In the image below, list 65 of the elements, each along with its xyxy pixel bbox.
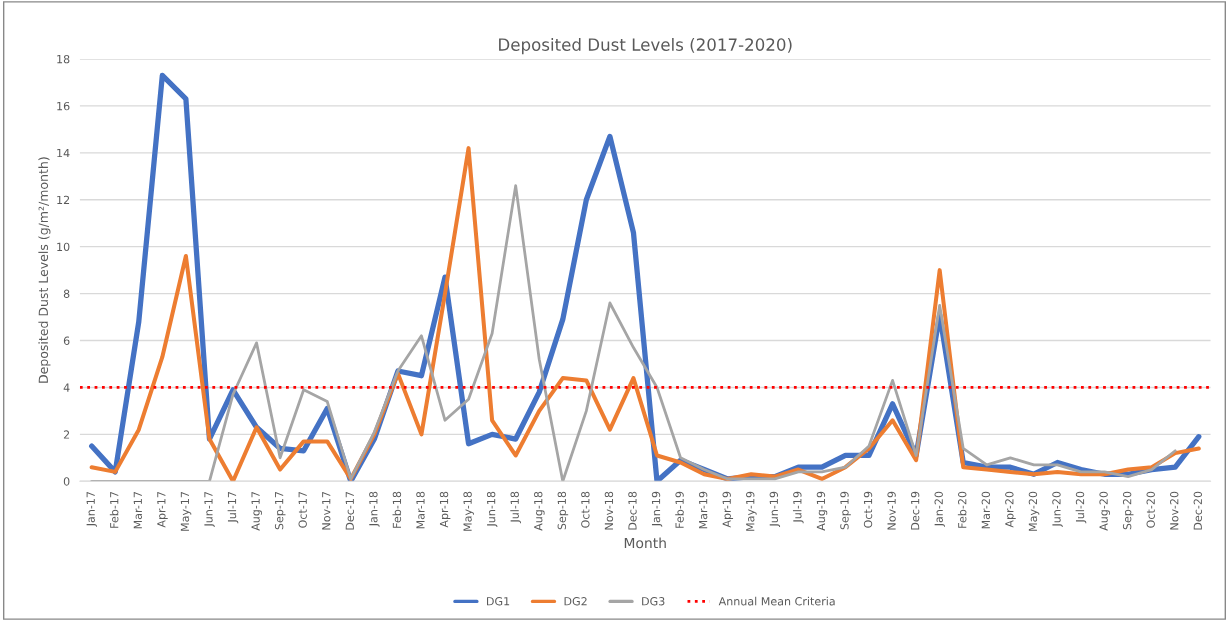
x-tick-label: Oct-19 xyxy=(863,491,873,528)
y-tick-label: 2 xyxy=(63,430,70,439)
x-tick-label: Apr-20 xyxy=(1005,491,1016,528)
x-tick-label: Oct-17 xyxy=(298,491,307,528)
x-tick-label: Apr-17 xyxy=(157,491,168,528)
x-tick-label: Aug-20 xyxy=(1099,491,1110,531)
legend-label: Annual Mean Criteria xyxy=(718,596,835,606)
x-tick-label: Sep-19 xyxy=(840,491,851,530)
x-tick-label: Dec-19 xyxy=(910,491,920,530)
x-tick-label: May-20 xyxy=(1028,491,1040,531)
x-tick-label: Feb-20 xyxy=(957,491,967,528)
x-tick-label: Nov-17 xyxy=(322,491,331,530)
x-tick-label: Feb-17 xyxy=(109,491,119,528)
chart-title: Deposited Dust Levels (2017-2020) xyxy=(499,38,792,55)
y-tick-label: 12 xyxy=(57,195,70,204)
x-tick-label: Jan-19 xyxy=(651,491,663,527)
y-axis-title: Deposited Dust Levels (g/m²/month) xyxy=(38,157,51,383)
x-tick-label: Apr-18 xyxy=(439,491,451,528)
x-tick-label: May-17 xyxy=(180,491,192,531)
x-tick-label: Jun-20 xyxy=(1052,491,1063,528)
x-tick-label: Dec-18 xyxy=(628,491,637,530)
x-tick-label: Feb-19 xyxy=(675,491,684,528)
x-tick-label: Jan-17 xyxy=(86,491,97,527)
x-tick-label: Oct-18 xyxy=(581,491,590,528)
y-tick-label: 16 xyxy=(57,101,70,111)
x-tick-label: Dec-20 xyxy=(1193,491,1203,530)
legend-label: DG3 xyxy=(642,597,665,606)
x-tick-label: Jan-20 xyxy=(934,491,945,527)
x-tick-label: Mar-20 xyxy=(981,491,991,529)
x-tick-label: Mar-19 xyxy=(698,491,708,529)
x-tick-label: Jun-18 xyxy=(486,491,498,528)
y-tick-label: 6 xyxy=(63,336,70,345)
x-tick-label: Jul-19 xyxy=(792,491,804,524)
x-tick-label: Aug-18 xyxy=(534,491,545,531)
x-tick-label: Dec-17 xyxy=(345,491,354,530)
x-tick-label: Oct-20 xyxy=(1146,491,1155,528)
x-tick-label: Jan-18 xyxy=(369,491,380,527)
x-tick-label: Nov-18 xyxy=(604,491,614,530)
x-tick-label: Nov-19 xyxy=(887,491,896,530)
x-tick-label: Aug-17 xyxy=(251,491,262,531)
x-tick-label: Jul-18 xyxy=(510,491,521,524)
x-tick-label: May-18 xyxy=(463,491,474,531)
legend-label: DG2 xyxy=(564,597,587,606)
legend-label: DG1 xyxy=(487,597,510,606)
y-tick-label: 4 xyxy=(63,383,70,392)
x-tick-label: May-19 xyxy=(746,491,757,531)
x-tick-label: Feb-18 xyxy=(392,491,402,528)
y-tick-label: 14 xyxy=(57,148,70,158)
x-tick-label: Jun-17 xyxy=(204,491,215,528)
x-tick-label: Sep-17 xyxy=(274,491,286,530)
y-tick-label: 0 xyxy=(63,477,70,486)
x-tick-label: Mar-17 xyxy=(133,491,142,529)
y-tick-label: 18 xyxy=(57,54,70,64)
x-tick-label: Nov-20 xyxy=(1170,491,1179,530)
y-tick-label: 10 xyxy=(57,242,70,252)
y-tick-label: 8 xyxy=(63,289,70,298)
x-axis-title: Month xyxy=(624,537,666,549)
x-tick-label: Aug-19 xyxy=(816,491,828,531)
x-tick-label: Sep-18 xyxy=(557,491,569,530)
x-tick-label: Jul-17 xyxy=(227,491,239,524)
x-tick-label: Sep-20 xyxy=(1122,491,1134,530)
x-tick-label: Apr-19 xyxy=(722,491,734,528)
x-tick-label: Mar-18 xyxy=(416,491,425,529)
x-tick-label: Jul-20 xyxy=(1075,491,1087,524)
x-tick-label: Jun-19 xyxy=(769,491,781,528)
